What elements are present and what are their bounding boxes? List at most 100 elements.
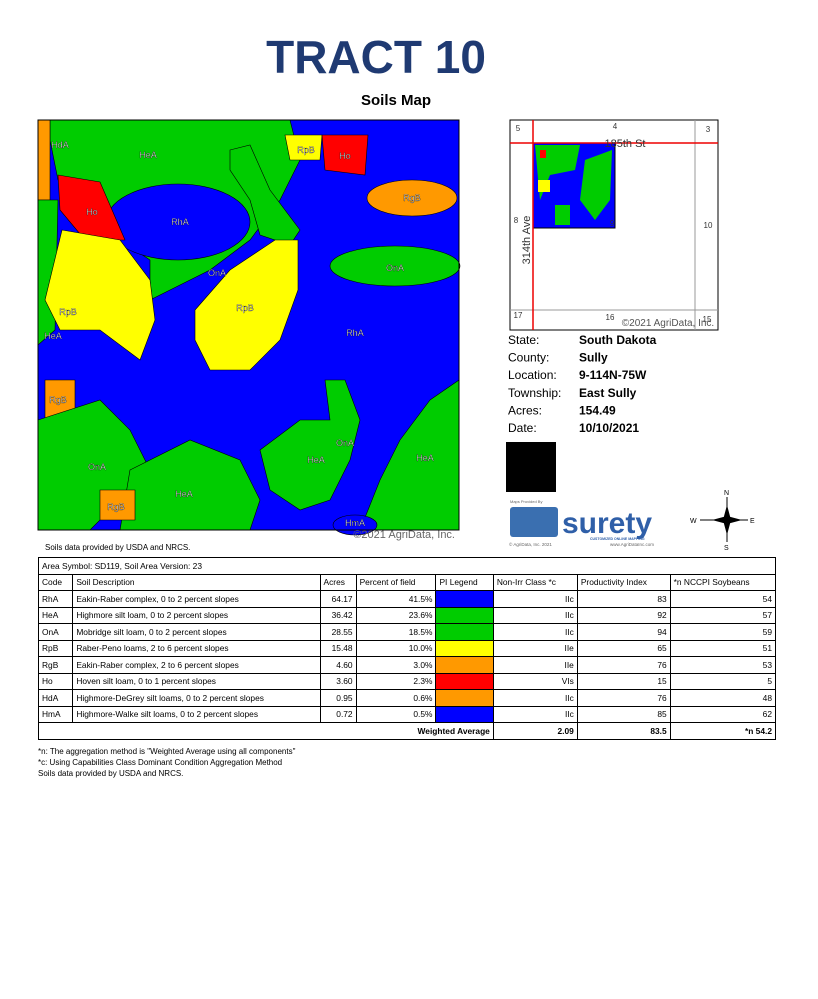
table-cell: 48 <box>669 689 777 707</box>
footnote: *n: The aggregation method is "Weighted … <box>38 747 296 756</box>
table-cell: IIc <box>492 705 578 723</box>
footer-value: 2.09 <box>492 722 578 740</box>
footer-value: 83.5 <box>576 722 671 740</box>
pi-legend <box>435 705 494 723</box>
inset-label: 17 <box>514 311 523 320</box>
table-cell: 4.60 <box>319 656 357 674</box>
map-label: Ho <box>86 207 98 217</box>
footnote: *c: Using Capabilities Class Dominant Co… <box>38 758 283 767</box>
table-cell: 3.0% <box>355 656 437 674</box>
inset-label: 5 <box>516 124 521 133</box>
table-cell: RhA <box>37 590 74 608</box>
table-cell: 2.3% <box>355 672 437 690</box>
map-label: RpB <box>236 303 254 313</box>
table-cell: RpB <box>37 639 74 657</box>
info-value: Sully <box>579 351 608 365</box>
logo-url: www.AgriDataInc.com <box>610 542 654 547</box>
compass: N S E W <box>690 490 755 552</box>
compass-e: E <box>750 518 755 525</box>
table-cell: VIs <box>492 672 578 690</box>
inset-copyright: ©2021 AgriData, Inc. <box>622 318 714 329</box>
inset-label: 4 <box>613 122 618 131</box>
column-header: Code <box>37 573 74 591</box>
footer-value: *n 54.2 <box>669 722 777 740</box>
map-source: Soils data provided by USDA and NRCS. <box>45 543 190 552</box>
pi-legend <box>435 656 494 674</box>
info-label: Acres: <box>508 403 542 417</box>
table-cell: Hoven silt loam, 0 to 1 percent slopes <box>72 672 321 690</box>
map-label: OnA <box>386 263 404 273</box>
table-cell: 51 <box>669 639 777 657</box>
info-label: Date: <box>508 421 537 435</box>
inset-label: 8 <box>514 216 519 225</box>
table-cell: IIc <box>492 590 578 608</box>
pi-legend <box>435 623 494 641</box>
table-cell: 76 <box>576 656 671 674</box>
table-cell: IIc <box>492 623 578 641</box>
table-cell: 15 <box>576 672 671 690</box>
table-cell: 18.5% <box>355 623 437 641</box>
table-cell: IIe <box>492 656 578 674</box>
map-label: OnA <box>208 268 226 278</box>
table-cell: HeA <box>37 606 74 624</box>
logo-provided: Maps Provided By <box>510 499 542 504</box>
table-cell: 85 <box>576 705 671 723</box>
inset-label: 15 <box>703 315 712 324</box>
inset-label: 3 <box>706 125 711 134</box>
table-cell: 10.0% <box>355 639 437 657</box>
column-header: Soil Description <box>72 573 321 591</box>
table-cell: IIe <box>492 639 578 657</box>
table-cell: Eakin-Raber complex, 0 to 2 percent slop… <box>72 590 321 608</box>
table-caption: Area Symbol: SD119, Soil Area Version: 2… <box>38 557 776 575</box>
table-row: Ho Hoven silt loam, 0 to 1 percent slopes… <box>37 672 777 690</box>
table-cell: 94 <box>576 623 671 641</box>
column-header: Percent of field <box>355 573 437 591</box>
table-cell: 0.6% <box>355 689 437 707</box>
map-labels: HdA HeA RpB Ho RgB Ho RhA OnA OnA RpB RpB HeA RhA RgB… <box>44 140 434 528</box>
table-cell: HdA <box>37 689 74 707</box>
info-label: State: <box>508 333 539 347</box>
table-cell: Mobridge silt loam, 0 to 2 percent slope… <box>72 623 321 641</box>
map-label: HeA <box>44 331 62 341</box>
table-cell: 64.17 <box>319 590 357 608</box>
table-cell: 54 <box>669 590 777 608</box>
pi-legend <box>435 590 494 608</box>
compass-w: W <box>690 518 697 525</box>
pi-legend <box>435 689 494 707</box>
inset-label: 314th Ave <box>521 216 533 265</box>
inset-map <box>509 119 719 331</box>
table-row: RpB Raber-Peno loams, 2 to 6 percent slop… <box>37 639 777 657</box>
title: TRACT 10 <box>266 31 486 83</box>
info-label: Location: <box>508 368 557 382</box>
maps: HdA HeA RpB Ho RgB Ho RhA OnA OnA RpB RpB HeA RhA RgB… <box>37 119 755 552</box>
table-cell: 3.60 <box>319 672 357 690</box>
column-header: Acres <box>319 573 357 591</box>
map-label: Ho <box>339 151 351 161</box>
map-label: RgB <box>403 193 421 203</box>
info-value: 10/10/2021 <box>579 421 639 435</box>
map-label: HeA <box>175 489 193 499</box>
footer-label: Weighted Average <box>38 722 494 740</box>
column-header: *n NCCPI Soybeans <box>669 573 777 591</box>
info-label: Township: <box>508 386 561 400</box>
info-value: East Sully <box>579 386 637 400</box>
header-row: Code Soil Description Acres Percent of fiel… <box>37 573 777 591</box>
map-label: RgB <box>49 395 67 405</box>
table-cell: 5 <box>669 672 777 690</box>
inset-label: 9 <box>610 219 615 228</box>
map-label: RhA <box>171 217 189 227</box>
map-label: RgB <box>107 502 125 512</box>
table-cell: Highmore-DeGrey silt loams, 0 to 2 perce… <box>72 689 321 707</box>
map-copyright: ©2021 AgriData, Inc. <box>353 529 455 541</box>
inset-label: 16 <box>606 313 615 322</box>
table-row: HmA Highmore-Walke silt loams, 0 to 2 per… <box>37 705 777 723</box>
map-label: HdA <box>51 140 69 150</box>
inset-labels: 5 4 3 185th St 8 9 10 314th Ave 17 16 15 <box>514 122 713 324</box>
table-cell: RgB <box>37 656 74 674</box>
table-cell: IIc <box>492 606 578 624</box>
pi-legend <box>435 639 494 657</box>
table-cell: 23.6% <box>355 606 437 624</box>
table-cell: 59 <box>669 623 777 641</box>
info-value: 9-114N-75W <box>579 368 647 382</box>
table-cell: 0.72 <box>319 705 357 723</box>
